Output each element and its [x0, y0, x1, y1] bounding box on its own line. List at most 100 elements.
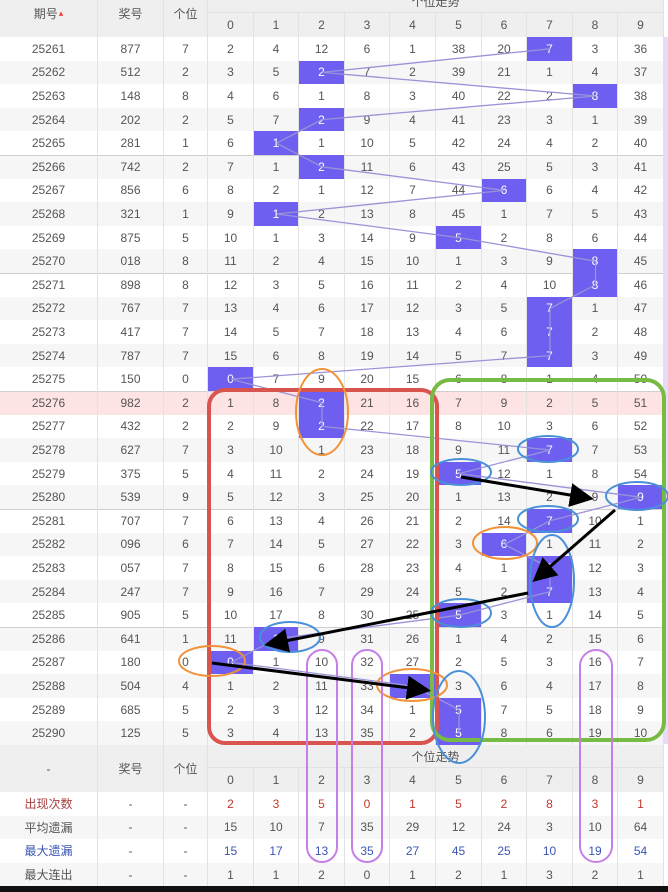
- miss-cell: 11: [208, 627, 254, 651]
- miss-cell: 9: [208, 202, 254, 226]
- miss-cell: 16: [345, 273, 390, 297]
- stats-value: 3: [254, 792, 299, 816]
- stats-unit: -: [164, 839, 208, 863]
- stats-prize: -: [98, 815, 164, 840]
- miss-cell: 36: [618, 37, 664, 61]
- stats-value: 25: [482, 839, 527, 863]
- purple-column-annotation: [351, 649, 383, 863]
- miss-cell: 14: [573, 603, 618, 627]
- trend-line-segment: [230, 354, 551, 380]
- miss-cell: 4: [573, 60, 618, 85]
- stats-label: 最大连出: [0, 862, 98, 887]
- miss-cell: 12: [573, 556, 618, 580]
- issue-cell: 25265: [0, 131, 98, 155]
- miss-cell: 12: [482, 461, 527, 486]
- miss-cell: 31: [345, 627, 390, 651]
- stats-value: 0: [345, 792, 390, 816]
- miss-cell: 11: [208, 249, 254, 273]
- miss-cell: 2: [208, 37, 254, 61]
- trend-line-segment: [321, 95, 596, 121]
- miss-cell: 2: [208, 697, 254, 722]
- orange-circle-annotation: [472, 526, 538, 560]
- issue-cell: 25284: [0, 579, 98, 604]
- sort-icon[interactable]: ▴: [58, 8, 64, 18]
- miss-cell: 11: [482, 438, 527, 462]
- miss-cell: 42: [436, 131, 482, 155]
- group-separator: [0, 627, 664, 628]
- prize-cell: 125: [98, 721, 164, 745]
- miss-cell: 2: [482, 225, 527, 250]
- miss-cell: 2: [482, 579, 527, 604]
- table-header-digit: 5: [436, 12, 482, 37]
- miss-cell: 9: [299, 627, 345, 651]
- table-header-prize: 奖号: [98, 0, 164, 37]
- miss-cell: 8: [482, 721, 527, 745]
- table-header-issue[interactable]: 期号 ▴: [0, 0, 98, 37]
- issue-cell: 25288: [0, 674, 98, 698]
- prize-cell: 375: [98, 461, 164, 486]
- miss-cell: 11: [390, 273, 436, 297]
- miss-cell: 13: [573, 579, 618, 604]
- miss-cell: 2: [573, 131, 618, 155]
- arrow-annotation: [264, 591, 529, 653]
- table-header-trend: 个位走势: [208, 0, 664, 12]
- miss-cell: 7: [573, 438, 618, 462]
- prize-cell: 096: [98, 532, 164, 557]
- footer-header-digit: 6: [482, 767, 527, 792]
- miss-cell: 28: [345, 556, 390, 580]
- prize-cell: 539: [98, 485, 164, 509]
- stats-value: 12: [436, 815, 482, 840]
- stats-prize: -: [98, 792, 164, 816]
- stats-value: 10: [254, 815, 299, 840]
- miss-cell: 7: [482, 343, 527, 368]
- stats-value: 45: [436, 839, 482, 863]
- miss-cell: 18: [345, 320, 390, 344]
- footer-header-digit: 4: [390, 767, 436, 792]
- miss-cell: 49: [618, 343, 664, 368]
- miss-cell: 3: [299, 225, 345, 250]
- table-row: [0, 461, 664, 487]
- issue-cell: 25290: [0, 721, 98, 745]
- prize-cell: 787: [98, 343, 164, 368]
- miss-cell: 12: [299, 37, 345, 61]
- miss-cell: 4: [436, 320, 482, 344]
- issue-cell: 25270: [0, 249, 98, 273]
- miss-cell: 3: [436, 296, 482, 321]
- group-separator: [0, 273, 664, 274]
- miss-cell: 3: [482, 249, 527, 273]
- miss-cell: 9: [436, 438, 482, 462]
- table-row: [0, 84, 664, 109]
- miss-cell: 16: [254, 579, 299, 604]
- miss-cell: 6: [527, 721, 573, 745]
- miss-cell: 6: [573, 225, 618, 250]
- miss-cell: 12: [345, 178, 390, 203]
- miss-cell: 6: [208, 509, 254, 533]
- miss-cell: 37: [618, 60, 664, 85]
- miss-cell: 47: [618, 296, 664, 321]
- miss-cell: 21: [482, 60, 527, 85]
- miss-cell: 2: [254, 249, 299, 273]
- miss-cell: 5: [573, 202, 618, 226]
- blue-circle-annotation: [430, 458, 492, 486]
- miss-cell: 7: [482, 697, 527, 722]
- miss-cell: 1: [208, 674, 254, 698]
- trend-line-segment: [458, 449, 551, 475]
- miss-cell: 1: [482, 202, 527, 226]
- arrow-annotation: [532, 508, 616, 582]
- unit-cell: 7: [164, 320, 208, 344]
- miss-cell: 1: [299, 84, 345, 108]
- issue-cell: 25285: [0, 603, 98, 627]
- scrollbar-strip[interactable]: [664, 37, 668, 744]
- stats-value: 5: [299, 792, 345, 816]
- miss-cell: 3: [299, 485, 345, 509]
- stats-value: 35: [345, 839, 390, 863]
- blue-circle-annotation: [517, 505, 579, 533]
- unit-cell: 1: [164, 131, 208, 155]
- prize-cell: 742: [98, 155, 164, 179]
- prize-cell: 247: [98, 579, 164, 604]
- miss-cell: 2: [573, 320, 618, 344]
- trend-line-segment: [321, 166, 505, 192]
- unit-cell: 0: [164, 367, 208, 391]
- stats-value: 7: [299, 815, 345, 840]
- trend-line-segment: [549, 284, 596, 309]
